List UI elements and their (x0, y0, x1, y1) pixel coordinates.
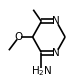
Text: N: N (52, 16, 60, 26)
Text: O: O (15, 32, 23, 42)
Text: H$_2$N: H$_2$N (31, 64, 52, 78)
Text: N: N (52, 48, 60, 58)
